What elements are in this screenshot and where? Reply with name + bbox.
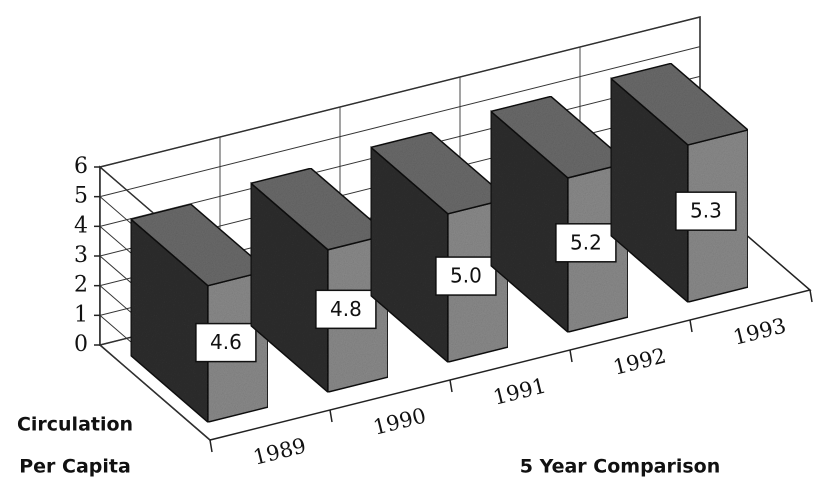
y-tick-label: 3 [74, 243, 88, 268]
y-tick-label: 6 [74, 154, 88, 179]
y-tick-label: 1 [74, 302, 88, 327]
x-tick-label: 1990 [371, 403, 429, 439]
y-axis-label: Per Capita [19, 456, 131, 478]
y-axis-label: Circulation [17, 414, 133, 436]
value-label: 4.6 [210, 330, 242, 354]
x-tick-label: 1991 [491, 373, 549, 409]
x-tick-label: 1989 [251, 433, 309, 469]
bar [609, 62, 750, 304]
value-label-box [555, 223, 617, 263]
value-label-box [435, 256, 497, 296]
y-tick-label: 5 [74, 184, 88, 209]
grid-line [99, 46, 701, 198]
value-label: 5.0 [450, 264, 482, 288]
y-tick-label: 0 [74, 332, 88, 357]
tick-mark [209, 439, 213, 453]
tick-mark [449, 379, 453, 393]
tick-mark [809, 289, 813, 303]
value-label: 5.3 [690, 199, 722, 223]
x-tick-label: 1992 [611, 343, 669, 379]
tick-mark [569, 349, 573, 363]
y-tick-label: 4 [74, 213, 88, 238]
value-label-box [195, 322, 257, 363]
bar-top [609, 62, 750, 146]
value-label: 5.2 [570, 230, 602, 254]
value-label-box [675, 191, 737, 231]
tick-mark [689, 319, 693, 333]
tick-mark [329, 409, 333, 423]
grid-line [99, 344, 211, 441]
value-label-box [315, 289, 377, 330]
x-axis-label: 5 Year Comparison [520, 456, 721, 478]
y-tick-label: 2 [74, 273, 88, 298]
value-label: 4.8 [330, 297, 362, 321]
grid-line [99, 16, 701, 168]
x-tick-label: 1993 [731, 313, 789, 349]
bar [249, 167, 390, 394]
